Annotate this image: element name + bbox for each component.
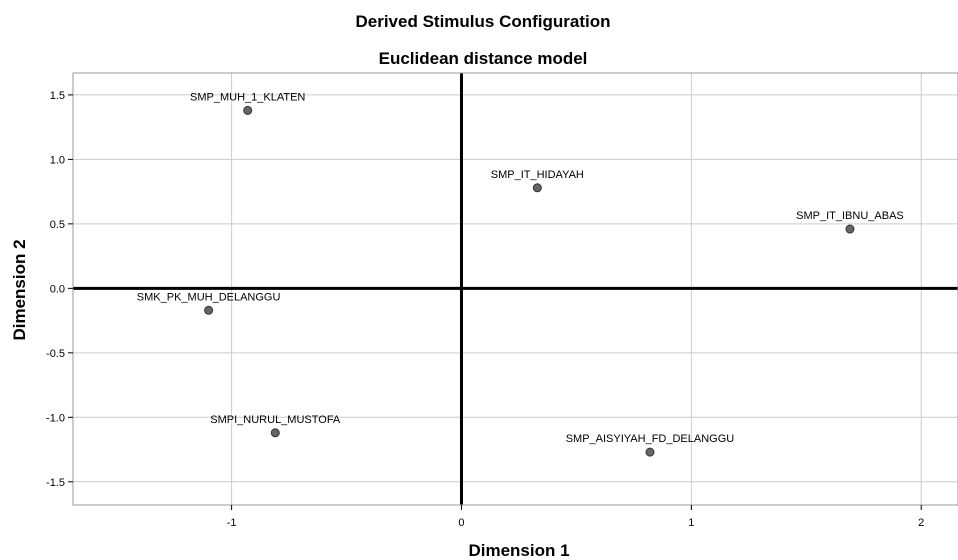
data-point-label: SMPI_NURUL_MUSTOFA bbox=[210, 414, 341, 426]
x-axis-title: Dimension 1 bbox=[468, 541, 569, 560]
x-tick-label: 0 bbox=[458, 517, 464, 529]
x-axis-ticks: -1 0 1 2 bbox=[227, 505, 924, 529]
x-tick-label: 1 bbox=[688, 517, 694, 529]
y-axis-ticks: 1.5 1.0 0.5 0.0 -0.5 -1.0 -1.5 bbox=[46, 90, 73, 489]
data-point bbox=[204, 305, 214, 315]
y-tick-label: 1.5 bbox=[50, 90, 65, 102]
zero-lines bbox=[73, 73, 958, 505]
data-point bbox=[270, 428, 280, 438]
data-point bbox=[645, 447, 655, 457]
y-tick-label: 1.0 bbox=[50, 154, 65, 166]
y-axis-title: Dimension 2 bbox=[10, 239, 29, 340]
chart-subtitle: Euclidean distance model bbox=[379, 49, 588, 68]
data-point bbox=[243, 105, 253, 115]
x-tick-label: 2 bbox=[918, 517, 924, 529]
x-tick-label: -1 bbox=[227, 517, 237, 529]
plot-area-frame bbox=[72, 72, 958, 506]
data-point bbox=[845, 224, 855, 234]
y-tick-label: -1.5 bbox=[46, 477, 65, 489]
data-point-label: SMP_IT_HIDAYAH bbox=[491, 169, 584, 181]
data-points: SMP_MUH_1_KLATEN SMP_IT_HIDAYAH SMP_IT_IBN… bbox=[137, 91, 904, 457]
chart-title: Derived Stimulus Configuration bbox=[355, 12, 610, 31]
data-point-label: SMP_AISYIYAH_FD_DELANGGU bbox=[566, 433, 735, 445]
data-point bbox=[532, 183, 542, 193]
y-tick-label: -0.5 bbox=[46, 348, 65, 360]
y-tick-label: 0.5 bbox=[50, 219, 65, 231]
y-tick-label: 0.0 bbox=[50, 283, 65, 295]
data-point-label: SMP_IT_IBNU_ABAS bbox=[796, 210, 904, 222]
grid-lines bbox=[73, 73, 958, 505]
data-point-label: SMP_MUH_1_KLATEN bbox=[190, 91, 305, 103]
y-tick-label: -1.0 bbox=[46, 412, 65, 424]
data-point-label: SMK_PK_MUH_DELANGGU bbox=[137, 291, 281, 303]
